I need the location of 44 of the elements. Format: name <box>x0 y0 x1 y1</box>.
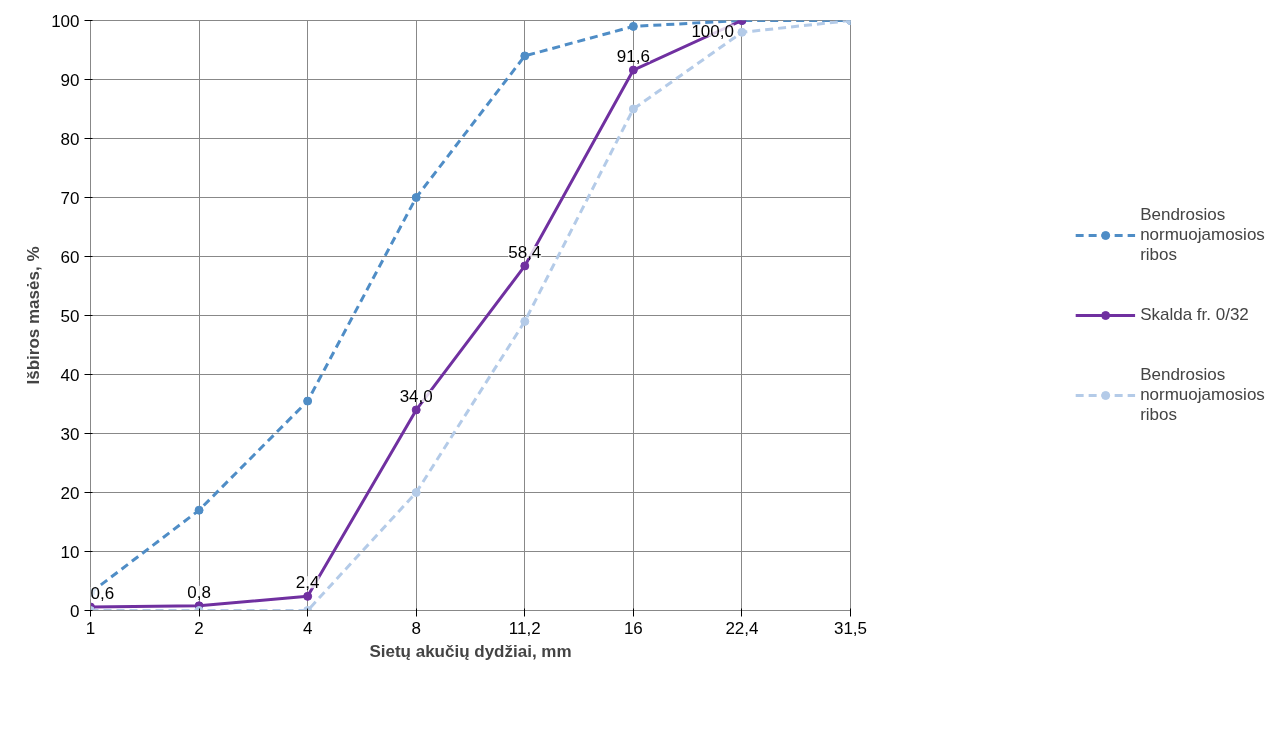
data-label: 2,4 <box>295 573 320 593</box>
x-tick-label: 22,4 <box>725 618 759 638</box>
y-tick-label: 80 <box>60 129 80 149</box>
y-tick-label: 100 <box>51 11 80 31</box>
data-label: 58,4 <box>508 242 542 262</box>
point <box>303 591 313 601</box>
y-tick-label: 90 <box>60 70 80 90</box>
point <box>303 396 313 406</box>
x-tick-label: 4 <box>302 618 313 638</box>
y-tick-label: 40 <box>60 365 80 385</box>
x-tick-label: 11,2 <box>508 618 541 638</box>
point <box>411 193 421 202</box>
point <box>520 51 530 61</box>
y-tick-label: 30 <box>60 424 80 444</box>
data-label: 0,6 <box>90 583 115 603</box>
point <box>628 65 638 75</box>
data-label: 34,0 <box>399 386 433 406</box>
point <box>411 405 421 415</box>
point <box>194 505 204 515</box>
x-tick-label: 2 <box>194 618 204 638</box>
y-tick-label: 50 <box>60 306 80 326</box>
point <box>520 261 530 271</box>
y-tick-label: 0 <box>70 601 80 621</box>
x-tick-label: 8 <box>411 618 421 638</box>
y-tick-label: 60 <box>60 247 80 267</box>
x-tick-label: 1 <box>85 618 96 638</box>
point <box>628 21 638 31</box>
point <box>520 316 530 326</box>
data-label: 100,0 <box>691 21 734 41</box>
x-tick-label: 16 <box>623 618 643 638</box>
point <box>628 104 638 114</box>
point <box>737 27 747 37</box>
data-label: 0,8 <box>187 582 211 602</box>
y-axis-title: Išbiros masės, % <box>24 246 44 385</box>
data-label: 91,6 <box>616 47 650 67</box>
legend-label: Bendrosios normuojamosios ribos <box>1140 365 1265 425</box>
y-tick-label: 70 <box>60 188 80 208</box>
point <box>411 488 421 497</box>
legend-label: Skalda fr. 0/32 <box>1140 305 1249 325</box>
y-tick-label: 20 <box>60 483 80 503</box>
x-tick-label: 31,5 <box>833 618 868 638</box>
legend-label: Bendrosios normuojamosios ribos <box>1140 205 1265 265</box>
y-tick-label: 10 <box>60 542 80 562</box>
x-axis-title: Sietų akučių dydžiai, mm <box>369 641 572 661</box>
